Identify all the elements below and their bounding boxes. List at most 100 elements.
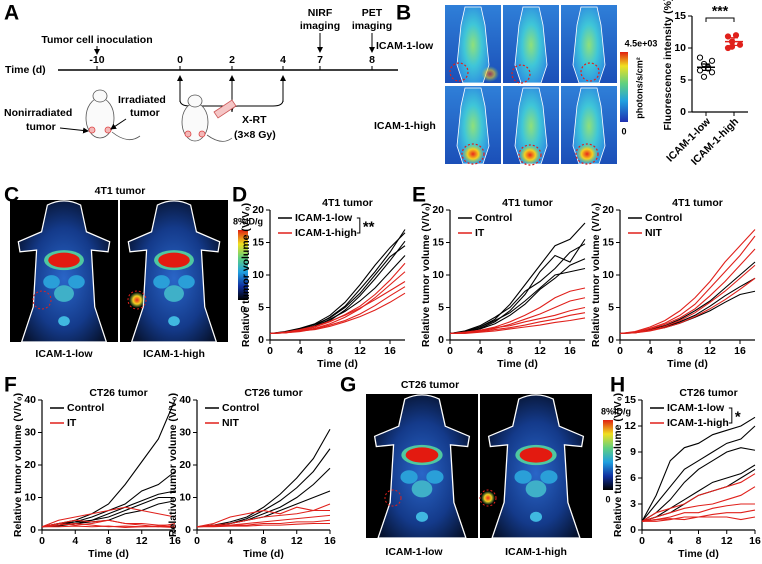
- data-point: [708, 57, 716, 64]
- panel-label: A: [4, 2, 19, 25]
- legend-label: ICAM-1-high: [295, 227, 357, 239]
- y-tick-label: 15: [252, 236, 264, 248]
- panel-label: H: [610, 374, 625, 397]
- y-tick-label: 0: [608, 334, 614, 346]
- row-label: ICAM-1-high: [374, 120, 436, 132]
- y-tick-label: 30: [24, 426, 36, 438]
- y-tick-label: 40: [179, 394, 191, 406]
- y-axis-label: Relative tumor volume (V/V₀): [590, 203, 602, 347]
- curve: [449, 312, 586, 335]
- curve: [269, 292, 406, 335]
- x-tick-label: 12: [534, 345, 546, 357]
- curve: [619, 277, 756, 335]
- data-point: [708, 69, 716, 76]
- y-tick-label: 15: [674, 10, 686, 22]
- curve: [619, 290, 756, 335]
- time-tick-label: 2: [229, 54, 235, 66]
- x-tick-label: 16: [384, 345, 396, 357]
- legend-label: IT: [475, 227, 485, 239]
- image-label: ICAM-1-high: [143, 348, 205, 360]
- significance-bracket: [728, 407, 733, 424]
- curve: [196, 509, 330, 528]
- y-tick-label: 10: [179, 491, 191, 503]
- curve: [41, 496, 175, 528]
- y-tick-label: 5: [258, 301, 264, 313]
- pet-images: CT26 tumor ICAM-1-low ICAM-1-high 8%ID/g…: [366, 379, 631, 558]
- curve: [269, 232, 406, 335]
- y-tick-label: 10: [252, 269, 264, 281]
- x-tick-label: 16: [169, 535, 181, 547]
- tumor-label: tumor: [26, 121, 56, 133]
- colorbar: [238, 230, 248, 300]
- legend-label: IT: [67, 417, 77, 429]
- panel-label: F: [4, 374, 17, 397]
- x-tick-label: 0: [617, 345, 623, 357]
- data-point: [696, 54, 704, 61]
- chart-title: CT26 tumor: [89, 387, 147, 399]
- x-tick-label: 4: [477, 345, 483, 357]
- y-tick-label: 0: [630, 524, 636, 536]
- panel-label: G: [340, 374, 356, 397]
- panel-label: D: [232, 184, 247, 207]
- x-axis-label: Time (d): [497, 358, 538, 370]
- x-tick-label: 8: [696, 535, 702, 547]
- curve: [641, 516, 756, 522]
- curve: [619, 229, 756, 335]
- curve: [450, 317, 586, 335]
- curve: [41, 490, 176, 528]
- data-point: [724, 33, 732, 40]
- x-tick-label: 12: [704, 345, 716, 357]
- x-axis-label: Time (d): [678, 548, 719, 560]
- x-tick-label: 16: [734, 345, 746, 357]
- curve: [196, 467, 331, 528]
- y-tick-label: 40: [24, 394, 36, 406]
- mouse-drawing: [85, 89, 237, 142]
- x-tick-label: 8: [677, 345, 683, 357]
- colorbar-label: 0: [240, 304, 245, 314]
- y-tick-label: 30: [179, 426, 191, 438]
- chart-title: CT26 tumor: [679, 387, 737, 399]
- curve: [619, 248, 756, 335]
- significance-label: ***: [712, 3, 729, 19]
- x-tick-label: 4: [647, 345, 653, 357]
- x-axis-label: Time (d): [667, 358, 708, 370]
- y-tick-label: 10: [674, 42, 686, 54]
- brace: [179, 99, 284, 113]
- y-axis-label: Relative tumor volume (V/V₀): [420, 203, 432, 347]
- chart-title: 4T1 tumor: [672, 197, 723, 209]
- curve: [619, 264, 756, 335]
- significance-bracket: [356, 217, 361, 234]
- image-title: 4T1 tumor: [95, 185, 146, 197]
- curve: [641, 447, 756, 522]
- y-tick-label: 20: [252, 204, 264, 216]
- y-tick-label: 0: [185, 524, 191, 536]
- treatment-label: X-RT: [242, 114, 267, 126]
- timeline: Tumor cell inoculation NIRF imaging PET …: [4, 7, 398, 142]
- arrow: [59, 127, 89, 134]
- curve: [641, 486, 756, 522]
- x-tick-label: 4: [72, 535, 78, 547]
- x-tick-label: 12: [291, 535, 303, 547]
- x-tick-label: 4: [227, 535, 233, 547]
- y-tick-label: 5: [438, 301, 444, 313]
- x-tick-label: 12: [136, 535, 148, 547]
- curve: [449, 267, 586, 335]
- y-axis-label: Relative tumor volume (V/V₀): [612, 393, 624, 537]
- curve: [41, 399, 176, 528]
- tumor-label: Nonirradiated: [4, 107, 72, 119]
- time-tick-label: 0: [177, 54, 183, 66]
- tumor-label: tumor: [130, 107, 160, 119]
- y-tick-label: 15: [624, 394, 636, 406]
- y-axis-label: Fluorescence intensity (%): [662, 0, 674, 131]
- y-axis-label: Relative tumor volume (V/V₀): [12, 393, 24, 537]
- arrow: [110, 118, 127, 130]
- error-bar: [730, 37, 738, 47]
- curve: [449, 306, 586, 335]
- chart-title: 4T1 tumor: [322, 197, 373, 209]
- y-tick-label: 10: [602, 269, 614, 281]
- time-tick-label: 7: [317, 54, 323, 66]
- x-tick-label: 0: [194, 535, 200, 547]
- y-tick-label: 20: [179, 459, 191, 471]
- y-tick-label: 0: [258, 334, 264, 346]
- legend-label: Control: [222, 402, 259, 414]
